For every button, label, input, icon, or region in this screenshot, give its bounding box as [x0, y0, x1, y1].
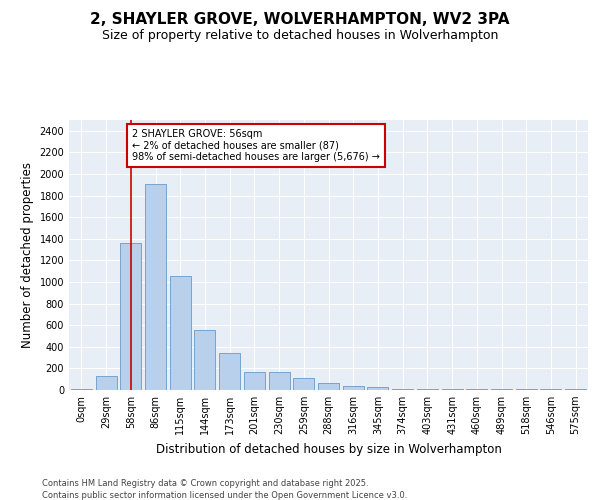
X-axis label: Distribution of detached houses by size in Wolverhampton: Distribution of detached houses by size … [155, 442, 502, 456]
Bar [194, 330, 215, 390]
Y-axis label: Number of detached properties: Number of detached properties [21, 162, 34, 348]
Bar [565, 389, 586, 390]
Bar [343, 386, 364, 390]
Bar [318, 383, 339, 390]
Bar [293, 378, 314, 390]
Text: 2 SHAYLER GROVE: 56sqm
← 2% of detached houses are smaller (87)
98% of semi-deta: 2 SHAYLER GROVE: 56sqm ← 2% of detached … [132, 128, 380, 162]
Bar [269, 372, 290, 390]
Bar [120, 243, 141, 390]
Text: Contains HM Land Registry data © Crown copyright and database right 2025.: Contains HM Land Registry data © Crown c… [42, 479, 368, 488]
Text: 2, SHAYLER GROVE, WOLVERHAMPTON, WV2 3PA: 2, SHAYLER GROVE, WOLVERHAMPTON, WV2 3PA [90, 12, 510, 28]
Text: Contains public sector information licensed under the Open Government Licence v3: Contains public sector information licen… [42, 491, 407, 500]
Bar [95, 376, 116, 390]
Bar [219, 354, 240, 390]
Bar [244, 372, 265, 390]
Bar [71, 389, 92, 390]
Text: Size of property relative to detached houses in Wolverhampton: Size of property relative to detached ho… [102, 29, 498, 42]
Bar [367, 387, 388, 390]
Bar [170, 276, 191, 390]
Bar [145, 184, 166, 390]
